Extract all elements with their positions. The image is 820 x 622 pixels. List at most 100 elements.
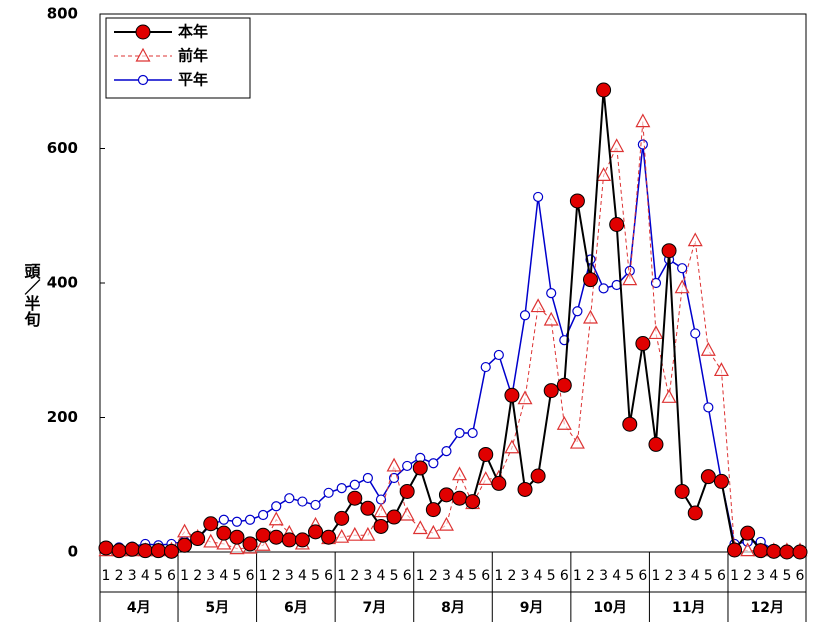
- x-tick-label: 4: [377, 568, 386, 584]
- x-group-label: 5月: [205, 600, 229, 616]
- x-tick-label: 5: [704, 568, 713, 584]
- data-point: [648, 325, 664, 340]
- data-point: [596, 82, 612, 98]
- x-tick-label: 5: [625, 568, 634, 584]
- x-tick-label: 6: [638, 568, 647, 584]
- data-point: [268, 529, 284, 545]
- data-point: [491, 475, 507, 491]
- x-tick-label: 5: [547, 568, 556, 584]
- x-tick-label: 1: [652, 568, 661, 584]
- data-point: [399, 506, 415, 521]
- data-point: [648, 436, 664, 452]
- x-tick-label: 6: [481, 568, 490, 584]
- x-tick-label: 2: [665, 568, 674, 584]
- data-point: [556, 377, 572, 393]
- series-line: [105, 144, 800, 551]
- data-point: [258, 509, 269, 521]
- x-tick-label: 5: [468, 568, 477, 584]
- data-point: [546, 287, 557, 299]
- data-point: [347, 526, 363, 541]
- data-point: [572, 306, 583, 317]
- data-point: [336, 483, 347, 494]
- x-tick-label: 4: [534, 568, 543, 584]
- x-tick-label: 3: [363, 568, 372, 584]
- data-point: [294, 532, 310, 548]
- data-point: [452, 490, 468, 506]
- data-point: [700, 469, 716, 485]
- x-tick-label: 4: [219, 568, 228, 584]
- x-tick-label: 2: [272, 568, 281, 584]
- x-tick-label: 1: [180, 568, 189, 584]
- data-point: [635, 113, 651, 128]
- x-tick-label: 6: [796, 568, 805, 584]
- data-point: [98, 540, 114, 556]
- data-point: [452, 466, 468, 481]
- data-point: [111, 543, 127, 559]
- y-tick-label: 800: [47, 5, 78, 23]
- data-point: [362, 472, 373, 484]
- data-point: [334, 510, 350, 526]
- x-tick-label: 2: [350, 568, 359, 584]
- data-point: [360, 526, 376, 541]
- data-point: [661, 243, 677, 259]
- x-tick-label: 6: [403, 568, 412, 584]
- x-tick-label: 3: [442, 568, 451, 584]
- data-point: [650, 277, 662, 289]
- x-tick-label: 4: [141, 568, 150, 584]
- data-point: [412, 520, 428, 535]
- x-tick-label: 1: [416, 568, 425, 584]
- data-point: [271, 501, 282, 512]
- data-point: [637, 139, 648, 150]
- data-point: [504, 439, 520, 454]
- data-point: [310, 499, 321, 511]
- data-point: [517, 481, 533, 497]
- y-tick-label: 600: [47, 139, 78, 157]
- data-point: [556, 415, 572, 430]
- x-tick-label: 1: [573, 568, 582, 584]
- x-tick-label: 1: [102, 568, 111, 584]
- data-point: [373, 503, 389, 518]
- data-point: [438, 516, 454, 531]
- data-point: [441, 446, 452, 457]
- data-point: [425, 524, 441, 539]
- data-point: [386, 509, 402, 525]
- data-point: [687, 505, 703, 521]
- x-tick-label: 1: [730, 568, 739, 584]
- x-tick-label: 1: [337, 568, 346, 584]
- data-point: [543, 311, 559, 326]
- x-tick-label: 3: [521, 568, 530, 584]
- y-tick-label: 0: [68, 543, 78, 561]
- x-tick-label: 6: [246, 568, 255, 584]
- data-point: [373, 518, 389, 534]
- y-tick-label: 400: [47, 274, 78, 292]
- data-point: [543, 383, 559, 399]
- x-tick-label: 5: [782, 568, 791, 584]
- x-tick-label: 3: [599, 568, 608, 584]
- x-tick-label: 3: [285, 568, 294, 584]
- y-axis-label: 頭／半旬: [22, 263, 42, 328]
- data-point: [137, 543, 153, 559]
- data-point: [635, 336, 651, 352]
- data-point: [231, 516, 243, 527]
- data-point: [386, 457, 402, 472]
- legend-marker: [135, 24, 151, 40]
- data-point: [297, 496, 308, 507]
- data-point: [622, 271, 638, 286]
- data-point: [349, 479, 360, 490]
- data-point: [727, 542, 743, 558]
- data-point: [598, 283, 609, 294]
- data-point: [703, 402, 714, 413]
- x-group-label: 7月: [363, 600, 387, 616]
- data-point: [150, 543, 166, 559]
- x-tick-label: 2: [115, 568, 124, 584]
- data-point: [677, 263, 688, 274]
- x-tick-label: 3: [756, 568, 765, 584]
- data-point: [218, 514, 229, 525]
- x-tick-label: 4: [612, 568, 621, 584]
- data-point: [478, 471, 494, 485]
- data-point: [687, 232, 703, 247]
- data-point: [533, 191, 544, 203]
- data-point: [596, 167, 612, 181]
- data-point: [569, 434, 585, 449]
